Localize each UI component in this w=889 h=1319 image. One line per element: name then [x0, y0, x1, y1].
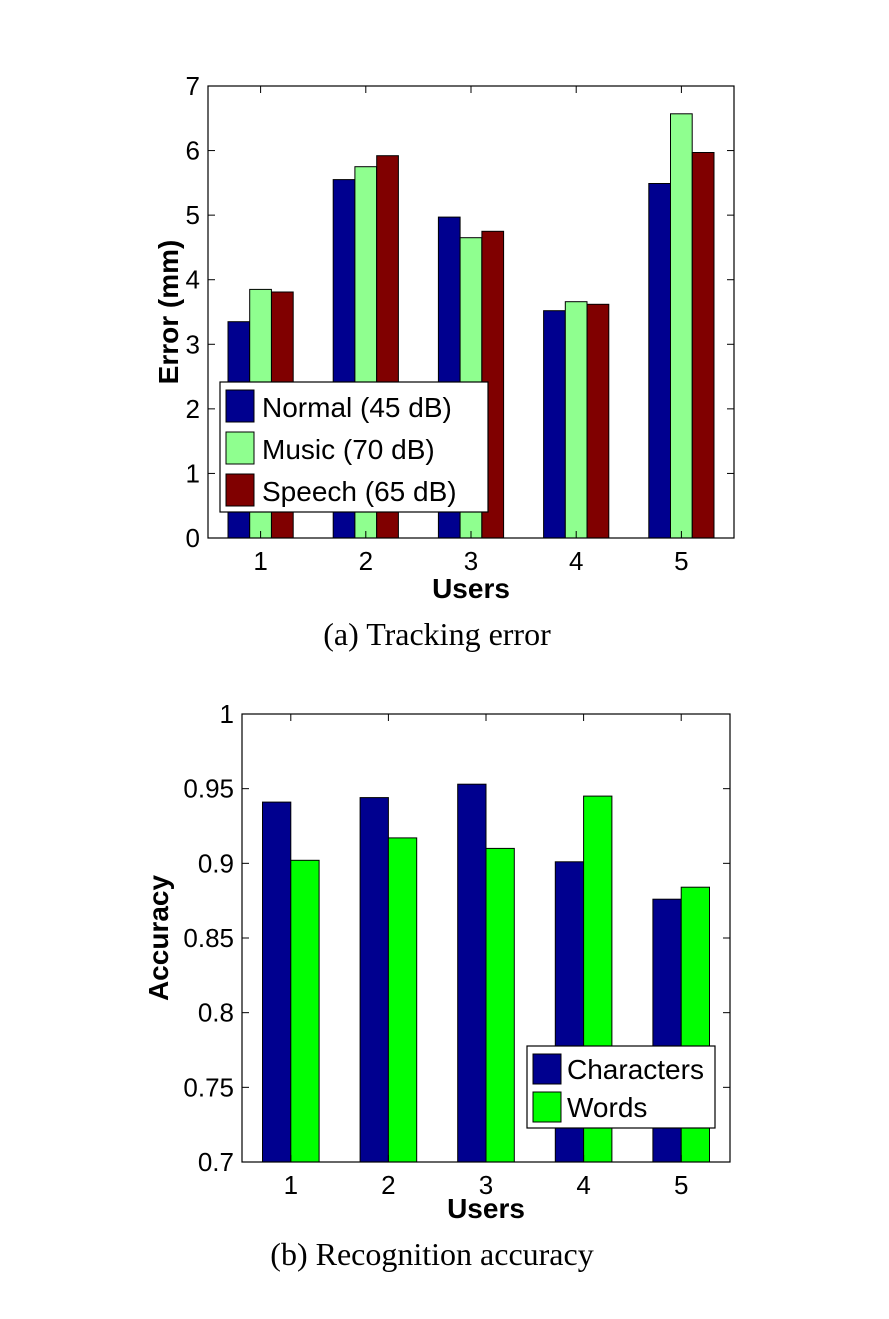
legend: Normal (45 dB) Music (70 dB) Speech (65 dB…: [219, 381, 489, 513]
x-tick-label: 1: [253, 546, 267, 576]
y-tick-label: 0.85: [183, 923, 234, 953]
x-tick-label: 4: [576, 1170, 590, 1200]
x-tick-label: 5: [674, 1170, 688, 1200]
legend-label: Normal (45 dB): [262, 392, 452, 423]
bar: [586, 303, 610, 539]
x-axis-title: Users: [432, 573, 510, 604]
figure-caption: (a) Tracking error: [323, 616, 551, 652]
legend-box: [219, 381, 489, 513]
y-tick-label: 6: [186, 136, 200, 166]
legend: Characters Words: [526, 1045, 716, 1129]
legend-label: Characters: [567, 1054, 704, 1085]
bar: [485, 847, 515, 1163]
x-tick-label: 2: [381, 1170, 395, 1200]
x-tick-label: 4: [569, 546, 583, 576]
y-tick-label: 2: [186, 394, 200, 424]
bar: [262, 801, 292, 1163]
legend-swatch: [225, 431, 255, 465]
bar: [290, 859, 320, 1163]
x-tick-label: 1: [284, 1170, 298, 1200]
x-tick-label: 3: [479, 1170, 493, 1200]
y-tick-label: 0.8: [198, 998, 234, 1028]
y-tick-label: 0.9: [198, 848, 234, 878]
bar: [691, 152, 715, 539]
y-tick-label: 0.75: [183, 1072, 234, 1102]
bar: [670, 113, 693, 539]
y-tick-label: 0: [186, 523, 200, 553]
y-tick-label: 3: [186, 329, 200, 359]
bar: [457, 783, 487, 1163]
y-tick-label: 1: [220, 699, 234, 729]
chart-2: 0.7 0.75 0.8 0.85 0.9 0.95 1 1 2 3 4 5 Users Accuracy…: [143, 699, 731, 1272]
y-tick-label: 0.95: [183, 774, 234, 804]
x-tick-label: 5: [674, 546, 688, 576]
legend-swatch: [532, 1053, 562, 1085]
legend-label: Music (70 dB): [262, 434, 435, 465]
legend-swatch: [225, 473, 255, 507]
y-tick-label: 0.7: [198, 1147, 234, 1177]
bar: [387, 837, 418, 1163]
legend-label: Speech (65 dB): [262, 476, 457, 507]
x-tick-label: 3: [464, 546, 478, 576]
legend-label: Words: [567, 1092, 647, 1123]
legend-swatch: [225, 389, 255, 423]
x-axis-title: Users: [447, 1193, 525, 1224]
legend-swatch: [532, 1091, 562, 1123]
y-axis-title: Error (mm): [153, 240, 184, 385]
y-tick-label: 5: [186, 200, 200, 230]
figure-caption: (b) Recognition accuracy: [270, 1236, 593, 1272]
x-tick-label: 2: [359, 546, 373, 576]
chart-1: 0 1 2 3 4 5 6 7 1 2 3 4 5 Users Error (mm) Normal (45 d…: [153, 71, 735, 652]
bar: [543, 310, 566, 539]
y-axis-title: Accuracy: [143, 875, 174, 1002]
y-tick-label: 7: [186, 71, 200, 101]
y-tick-label: 4: [186, 265, 200, 295]
bar: [359, 797, 389, 1163]
y-tick-label: 1: [186, 458, 200, 488]
bar: [648, 183, 671, 539]
bar: [564, 301, 588, 539]
